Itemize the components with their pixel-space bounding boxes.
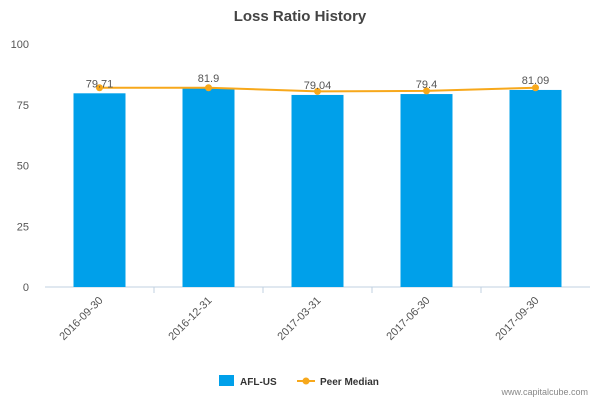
peer-median-point[interactable] (96, 84, 103, 92)
bar-data-label: 79.71 (86, 78, 114, 90)
x-tick-label: 2017-06-30 (384, 295, 432, 343)
x-tick-label: 2017-03-31 (275, 295, 323, 343)
bar[interactable] (182, 87, 235, 287)
peer-median-point[interactable] (314, 87, 321, 95)
legend-swatch-afl-us (219, 375, 234, 386)
y-tick-label: 0 (23, 282, 29, 294)
peer-median-point[interactable] (532, 84, 539, 92)
bar[interactable] (400, 94, 453, 287)
peer-median-point[interactable] (205, 84, 212, 92)
y-tick-label: 100 (11, 39, 29, 51)
data-labels: 79.71 81.9 79.04 79.4 81.09 (86, 73, 550, 92)
y-tick-label: 75 (17, 100, 29, 112)
y-tick-label: 50 (17, 161, 29, 173)
x-axis: 2016-09-30 2016-12-31 2017-03-31 2017-06-30… (57, 287, 542, 343)
legend-marker-peer-median (302, 377, 310, 385)
legend-label-afl-us: AFL-US (240, 377, 277, 388)
bar[interactable] (509, 89, 562, 288)
legend: AFL-US Peer Median (219, 375, 379, 388)
credit-text[interactable]: www.capitalcube.com (500, 387, 588, 397)
peer-median-point[interactable] (423, 87, 430, 95)
bar-data-label: 81.9 (198, 73, 219, 85)
legend-item-afl-us[interactable]: AFL-US (219, 375, 277, 388)
bar[interactable] (291, 94, 344, 287)
bar-data-label: 79.4 (416, 79, 437, 91)
y-tick-label: 25 (17, 221, 29, 233)
bar-series (73, 87, 562, 288)
y-axis: 0 25 50 75 100 (11, 39, 29, 294)
x-tick-label: 2016-09-30 (57, 295, 105, 343)
x-tick-label: 2017-09-30 (493, 295, 541, 343)
legend-item-peer-median[interactable]: Peer Median (297, 377, 379, 388)
legend-label-peer-median: Peer Median (320, 377, 379, 388)
chart-title: Loss Ratio History (234, 8, 367, 25)
bar-data-label: 79.04 (304, 80, 332, 92)
bar-data-label: 81.09 (522, 75, 550, 87)
peer-median-series (96, 84, 539, 95)
x-tick-label: 2016-12-31 (166, 295, 214, 343)
bar[interactable] (73, 93, 126, 287)
